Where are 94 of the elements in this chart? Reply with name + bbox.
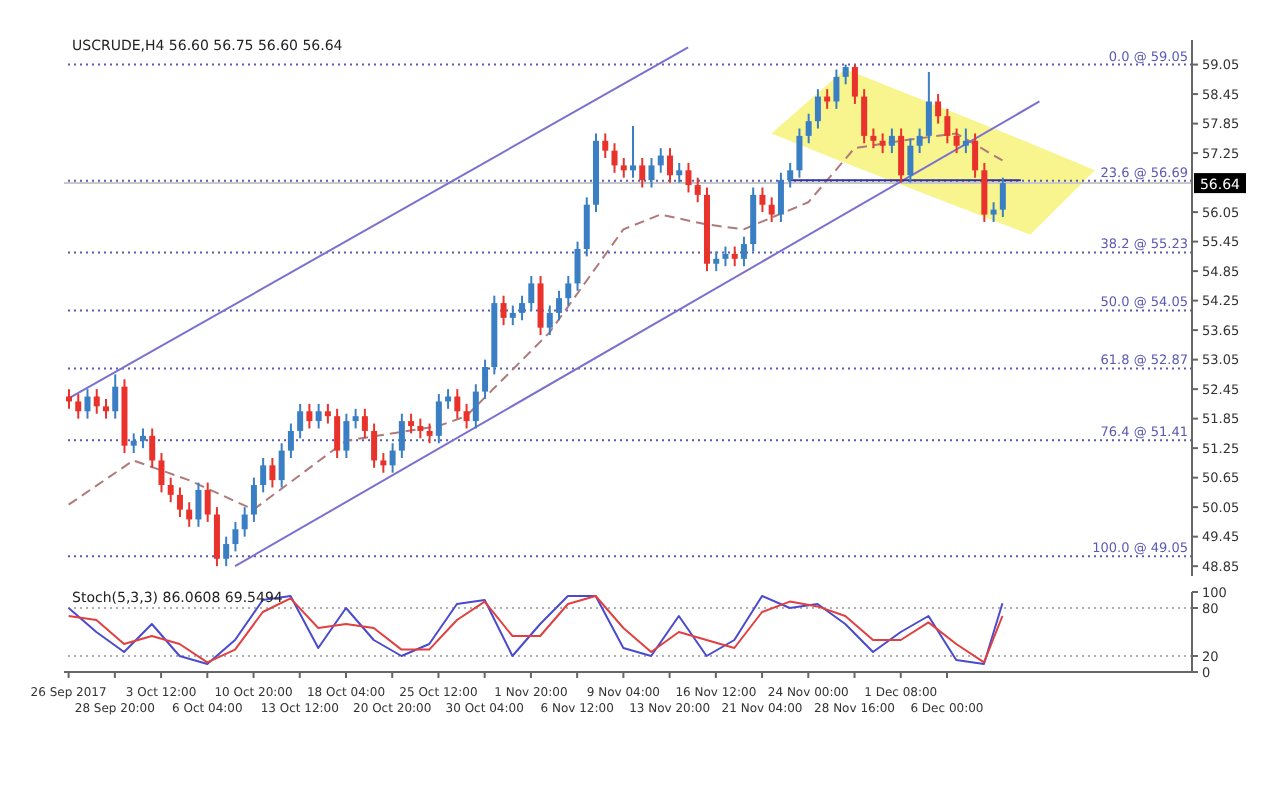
candlestick xyxy=(953,127,960,155)
candlestick xyxy=(509,304,516,327)
candlestick xyxy=(232,520,239,553)
candlestick xyxy=(981,161,988,223)
candlestick xyxy=(990,201,997,223)
candlestick xyxy=(398,412,405,459)
candlestick xyxy=(463,402,470,430)
candlestick xyxy=(417,417,424,440)
candlestick xyxy=(805,112,812,145)
candlestick xyxy=(361,407,368,440)
candlestick xyxy=(371,422,378,469)
candlestick xyxy=(648,157,655,189)
candlestick xyxy=(676,161,683,184)
candlestick xyxy=(630,125,636,179)
candlestick xyxy=(870,127,877,150)
candlestick xyxy=(324,402,331,425)
candlestick xyxy=(149,427,156,469)
candlestick xyxy=(139,427,146,450)
candlestick xyxy=(639,157,646,189)
candlestick xyxy=(408,412,415,435)
candlestick xyxy=(528,275,535,312)
candlestick xyxy=(694,176,701,204)
candlestick xyxy=(472,383,479,430)
candlestick xyxy=(250,476,257,523)
candlestick xyxy=(352,407,359,430)
candlestick xyxy=(84,388,91,420)
candlestick xyxy=(158,452,165,494)
candlestick xyxy=(454,388,461,420)
candlestick xyxy=(389,442,396,474)
candlestick xyxy=(167,476,174,504)
candlestick xyxy=(287,422,294,459)
candlestick xyxy=(907,137,914,184)
candlestick xyxy=(796,127,803,179)
candlestick xyxy=(176,486,183,518)
candlestick xyxy=(740,235,747,268)
candlestick xyxy=(186,501,193,528)
candlestick xyxy=(297,402,304,440)
candlestick xyxy=(972,132,979,179)
candlestick xyxy=(130,432,137,455)
candlestick xyxy=(925,70,932,145)
candlestick xyxy=(620,157,627,179)
candlestick xyxy=(611,142,618,174)
candlestick xyxy=(269,456,276,489)
candlestick xyxy=(213,506,220,568)
candlestick xyxy=(343,412,350,459)
candlestick xyxy=(556,289,563,322)
candlestick xyxy=(666,147,673,184)
candlestick xyxy=(565,275,572,307)
candlestick xyxy=(537,275,544,337)
candlestick xyxy=(935,93,942,125)
candlestick xyxy=(75,393,82,420)
candlestick xyxy=(380,452,387,474)
candlestick xyxy=(916,127,923,155)
candlestick xyxy=(999,176,1006,219)
candlestick xyxy=(731,245,738,268)
candlestick xyxy=(112,373,119,420)
candlestick xyxy=(260,456,267,494)
candlestick xyxy=(546,304,553,337)
candlestick xyxy=(334,407,341,459)
candlestick xyxy=(278,442,285,489)
candlestick xyxy=(722,245,729,268)
candlestick xyxy=(93,388,100,415)
candlestick xyxy=(574,240,581,292)
candlestick xyxy=(657,147,664,174)
candlestick xyxy=(500,294,507,327)
candlestick xyxy=(944,107,951,145)
candlestick xyxy=(833,68,840,110)
candlestick xyxy=(435,393,442,445)
candlestick xyxy=(102,397,109,420)
candlestick xyxy=(195,481,202,528)
candlestick xyxy=(482,358,489,400)
candlestick xyxy=(204,481,211,523)
candlestick xyxy=(888,127,895,155)
candlestick xyxy=(306,402,313,430)
candlestick xyxy=(962,127,969,155)
candlestick xyxy=(519,294,526,322)
candlestick xyxy=(879,132,886,155)
candlestick xyxy=(777,171,784,223)
candlestick xyxy=(241,506,248,538)
candlestick xyxy=(602,132,609,160)
candlestick xyxy=(861,88,868,145)
candlestick xyxy=(842,63,849,86)
candlestick xyxy=(713,250,720,273)
candlestick xyxy=(814,88,821,130)
candlestick xyxy=(685,161,692,194)
candlestick xyxy=(759,186,766,214)
candlestick xyxy=(223,535,230,568)
candlestick xyxy=(768,196,775,223)
candlestick xyxy=(898,127,905,184)
candlestick xyxy=(426,422,433,445)
candlestick xyxy=(851,63,858,105)
candlestick xyxy=(787,161,794,189)
candlestick xyxy=(583,196,590,258)
candlestick xyxy=(315,402,322,430)
